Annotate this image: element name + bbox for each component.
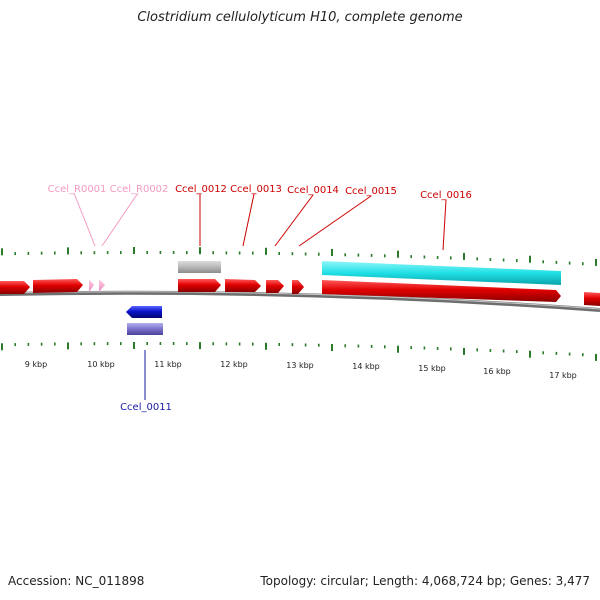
kbp-label-17: 17 kbp <box>549 371 577 380</box>
leader-line-0014 <box>274 194 314 247</box>
forward-gene-ccel-0013 <box>225 279 261 292</box>
forward-gene-ccel-0015 <box>292 280 304 294</box>
kbp-label-10: 10 kbp <box>87 360 115 369</box>
genome-summary-text: Topology: circular; Length: 4,068,724 bp… <box>260 574 590 588</box>
forward-gene-ccel-0016 <box>322 280 561 302</box>
gene-label-ccel-r0002[interactable]: Ccel_R0002 <box>110 184 169 195</box>
cds-feature-cyan <box>322 261 561 285</box>
genome-backbone-highlight <box>0 291 600 310</box>
cds-feature-purple <box>127 323 163 335</box>
gene-label-ccel-0014[interactable]: Ccel_0014 <box>287 185 339 196</box>
accession-text: Accession: NC_011898 <box>8 574 145 588</box>
leader-line-0013 <box>242 193 255 247</box>
gene-label-ccel-0015[interactable]: Ccel_0015 <box>345 186 397 197</box>
kbp-label-13: 13 kbp <box>286 361 314 370</box>
reverse-gene-ccel-0011 <box>126 306 162 318</box>
kbp-label-11: 11 kbp <box>154 360 182 369</box>
forward-gene-partial-left <box>0 281 30 294</box>
genome-title: Clostridium cellulolyticum H10, complete… <box>137 10 463 25</box>
kbp-label-14: 14 kbp <box>352 362 380 371</box>
leader-line-r0001 <box>73 192 96 247</box>
tick-row-top <box>1 247 597 266</box>
kbp-label-12: 12 kbp <box>220 360 248 369</box>
leader-line-0015 <box>298 195 372 247</box>
forward-gene-ccel-0014 <box>266 280 284 293</box>
kbp-label-16: 16 kbp <box>483 367 511 376</box>
rna-gene-ccel-r0001 <box>89 279 94 292</box>
genome-backbone <box>0 290 600 312</box>
gene-label-ccel-0016[interactable]: Ccel_0016 <box>420 190 472 201</box>
kbp-label-15: 15 kbp <box>418 364 446 373</box>
forward-gene <box>33 279 83 293</box>
cds-feature-grey <box>178 261 221 273</box>
gene-label-ccel-0012[interactable]: Ccel_0012 <box>175 184 227 195</box>
tick-row-bottom <box>1 342 597 361</box>
rna-gene-ccel-r0002 <box>99 279 105 292</box>
forward-gene-partial-right <box>584 292 600 306</box>
kbp-label-9: 9 kbp <box>25 360 47 369</box>
gene-label-ccel-r0001[interactable]: Ccel_R0001 <box>48 184 107 195</box>
gene-label-ccel-0013[interactable]: Ccel_0013 <box>230 184 282 195</box>
leader-line-r0002 <box>101 192 139 247</box>
forward-gene-ccel-0012 <box>178 279 221 292</box>
gene-label-ccel-0011[interactable]: Ccel_0011 <box>120 402 172 413</box>
leader-line-0016 <box>442 199 447 251</box>
